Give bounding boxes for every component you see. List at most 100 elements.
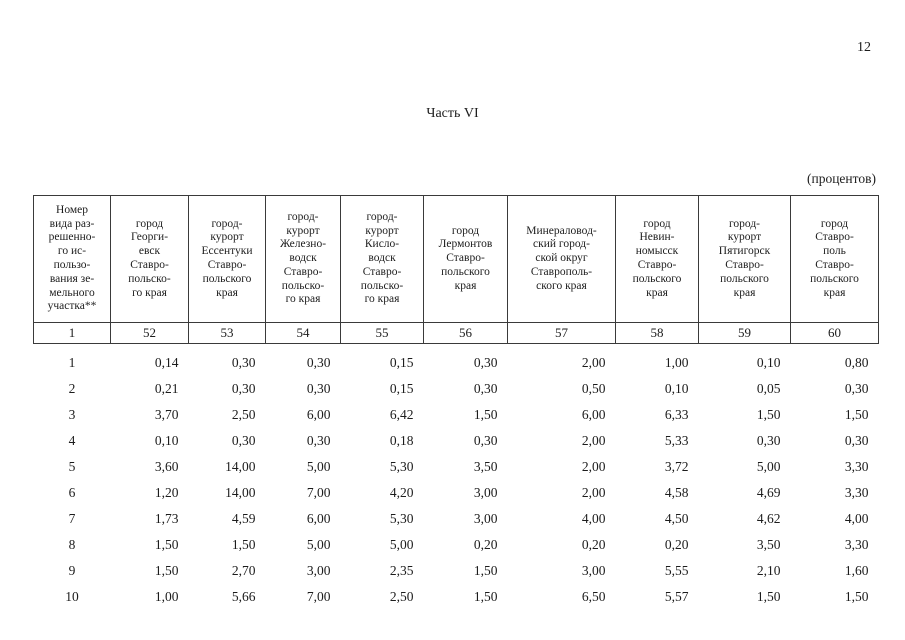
value-cell: 1,50 — [473, 563, 498, 578]
value-cell: 3,50 — [473, 459, 498, 474]
value-cell: 0,14 — [154, 355, 179, 370]
value-cell: 2,70 — [231, 563, 256, 578]
column-header-cell: город Невин- номысск Ставро- польского к… — [615, 195, 699, 323]
value-cell: 0,15 — [389, 355, 414, 370]
table-header: Номер вида раз- решенно- го ис- пользо- … — [33, 195, 879, 344]
value-cell: 0,10 — [154, 433, 179, 448]
row-id-cell: 9 — [68, 563, 76, 578]
column-header-cell: город Георги- евск Ставро- польско- го к… — [110, 195, 189, 323]
value-cell: 6,33 — [664, 407, 689, 422]
header-row: Номер вида раз- решенно- го ис- пользо- … — [33, 195, 879, 323]
column-code-cell: 54 — [265, 322, 341, 344]
value-cell: 5,00 — [306, 459, 331, 474]
column-header-cell: город Лермонтов Ставро- польского края — [423, 195, 508, 323]
table-row: 8 1,50 1,50 5,00 5,00 0,20 0,20 0,20 3,50 3,30 — [34, 532, 879, 558]
value-cell: 1,50 — [154, 563, 179, 578]
row-id-cell: 10 — [65, 589, 79, 604]
value-cell: 6,00 — [306, 511, 331, 526]
value-cell: 1,50 — [473, 407, 498, 422]
row-id-cell: 3 — [68, 407, 76, 422]
table-row: 7 1,73 4,59 6,00 5,30 3,00 4,00 4,50 4,62 4,00 — [34, 506, 879, 532]
value-cell: 5,55 — [664, 563, 689, 578]
row-id-cell: 5 — [68, 459, 76, 474]
column-header-cell: город- курорт Железно- водск Ставро- пол… — [265, 195, 341, 323]
value-cell: 0,30 — [231, 381, 256, 396]
value-cell: 4,58 — [664, 485, 689, 500]
part-title: Часть VI — [426, 106, 479, 121]
value-cell: 0,15 — [389, 381, 414, 396]
value-cell: 3,00 — [581, 563, 606, 578]
value-cell: 1,00 — [154, 589, 179, 604]
value-cell: 1,60 — [844, 563, 869, 578]
value-cell: 3,70 — [154, 407, 179, 422]
value-cell: 3,72 — [664, 459, 689, 474]
value-cell: 1,73 — [154, 511, 179, 526]
column-code-cell: 60 — [790, 322, 879, 344]
value-cell: 0,30 — [473, 433, 498, 448]
value-cell: 4,20 — [389, 485, 414, 500]
value-cell: 0,30 — [306, 433, 331, 448]
value-cell: 0,30 — [844, 381, 869, 396]
value-cell: 0,30 — [473, 355, 498, 370]
column-code-cell: 58 — [615, 322, 699, 344]
column-header-cell: город Ставро- поль Ставро- польского кра… — [790, 195, 879, 323]
table-row: 5 3,60 14,00 5,00 5,30 3,50 2,00 3,72 5,00 3,30 — [34, 454, 879, 480]
value-cell: 0,20 — [473, 537, 498, 552]
row-id-cell: 2 — [68, 381, 76, 396]
value-cell: 14,00 — [225, 459, 256, 474]
value-cell: 3,30 — [844, 485, 869, 500]
value-cell: 0,30 — [231, 433, 256, 448]
value-cell: 0,10 — [664, 381, 689, 396]
value-cell: 5,00 — [756, 459, 781, 474]
value-cell: 0,18 — [389, 433, 414, 448]
table-row: 1 0,14 0,30 0,30 0,15 0,30 2,00 1,00 0,10 0,80 — [34, 344, 879, 377]
column-code-cell: 52 — [110, 322, 189, 344]
value-cell: 6,42 — [389, 407, 414, 422]
value-cell: 3,30 — [844, 459, 869, 474]
value-cell: 4,50 — [664, 511, 689, 526]
value-cell: 4,00 — [581, 511, 606, 526]
value-cell: 5,33 — [664, 433, 689, 448]
value-cell: 2,00 — [581, 459, 606, 474]
value-cell: 4,69 — [756, 485, 781, 500]
value-cell: 1,50 — [844, 589, 869, 604]
value-cell: 1,50 — [231, 537, 256, 552]
value-cell: 0,10 — [756, 355, 781, 370]
column-code-cell: 59 — [698, 322, 791, 344]
table-row: 3 3,70 2,50 6,00 6,42 1,50 6,00 6,33 1,50 1,50 — [34, 402, 879, 428]
row-id-cell: 7 — [68, 511, 76, 526]
column-code-cell: 55 — [340, 322, 424, 344]
value-cell: 1,20 — [154, 485, 179, 500]
value-cell: 2,00 — [581, 433, 606, 448]
column-header-cell: город- курорт Ессентуки Ставро- польског… — [188, 195, 266, 323]
column-code-cell: 56 — [423, 322, 508, 344]
value-cell: 0,30 — [306, 355, 331, 370]
column-header-cell: город- курорт Пятигорск Ставро- польског… — [698, 195, 791, 323]
value-cell: 0,50 — [581, 381, 606, 396]
value-cell: 5,00 — [389, 537, 414, 552]
value-cell: 14,00 — [225, 485, 256, 500]
value-cell: 7,00 — [306, 589, 331, 604]
value-cell: 7,00 — [306, 485, 331, 500]
row-id-cell: 1 — [68, 355, 76, 370]
value-cell: 3,00 — [473, 485, 498, 500]
column-code-cell: 1 — [33, 322, 111, 344]
value-cell: 1,50 — [756, 589, 781, 604]
table-row: 2 0,21 0,30 0,30 0,15 0,30 0,50 0,10 0,05 0,30 — [34, 376, 879, 402]
column-header-cell: город- курорт Кисло- водск Ставро- польс… — [340, 195, 424, 323]
value-cell: 1,50 — [844, 407, 869, 422]
table-body: 1 0,14 0,30 0,30 0,15 0,30 2,00 1,00 0,10 0,80 2 0,… — [34, 344, 879, 611]
column-code-cell: 53 — [188, 322, 266, 344]
value-cell: 2,35 — [389, 563, 414, 578]
value-cell: 0,80 — [844, 355, 869, 370]
table-row: 9 1,50 2,70 3,00 2,35 1,50 3,00 5,55 2,10 1,60 — [34, 558, 879, 584]
value-cell: 1,00 — [664, 355, 689, 370]
value-cell: 3,60 — [154, 459, 179, 474]
value-cell: 2,50 — [231, 407, 256, 422]
value-cell: 2,00 — [581, 485, 606, 500]
value-cell: 0,30 — [306, 381, 331, 396]
row-id-cell: 4 — [68, 433, 76, 448]
value-cell: 6,50 — [581, 589, 606, 604]
value-cell: 3,00 — [473, 511, 498, 526]
